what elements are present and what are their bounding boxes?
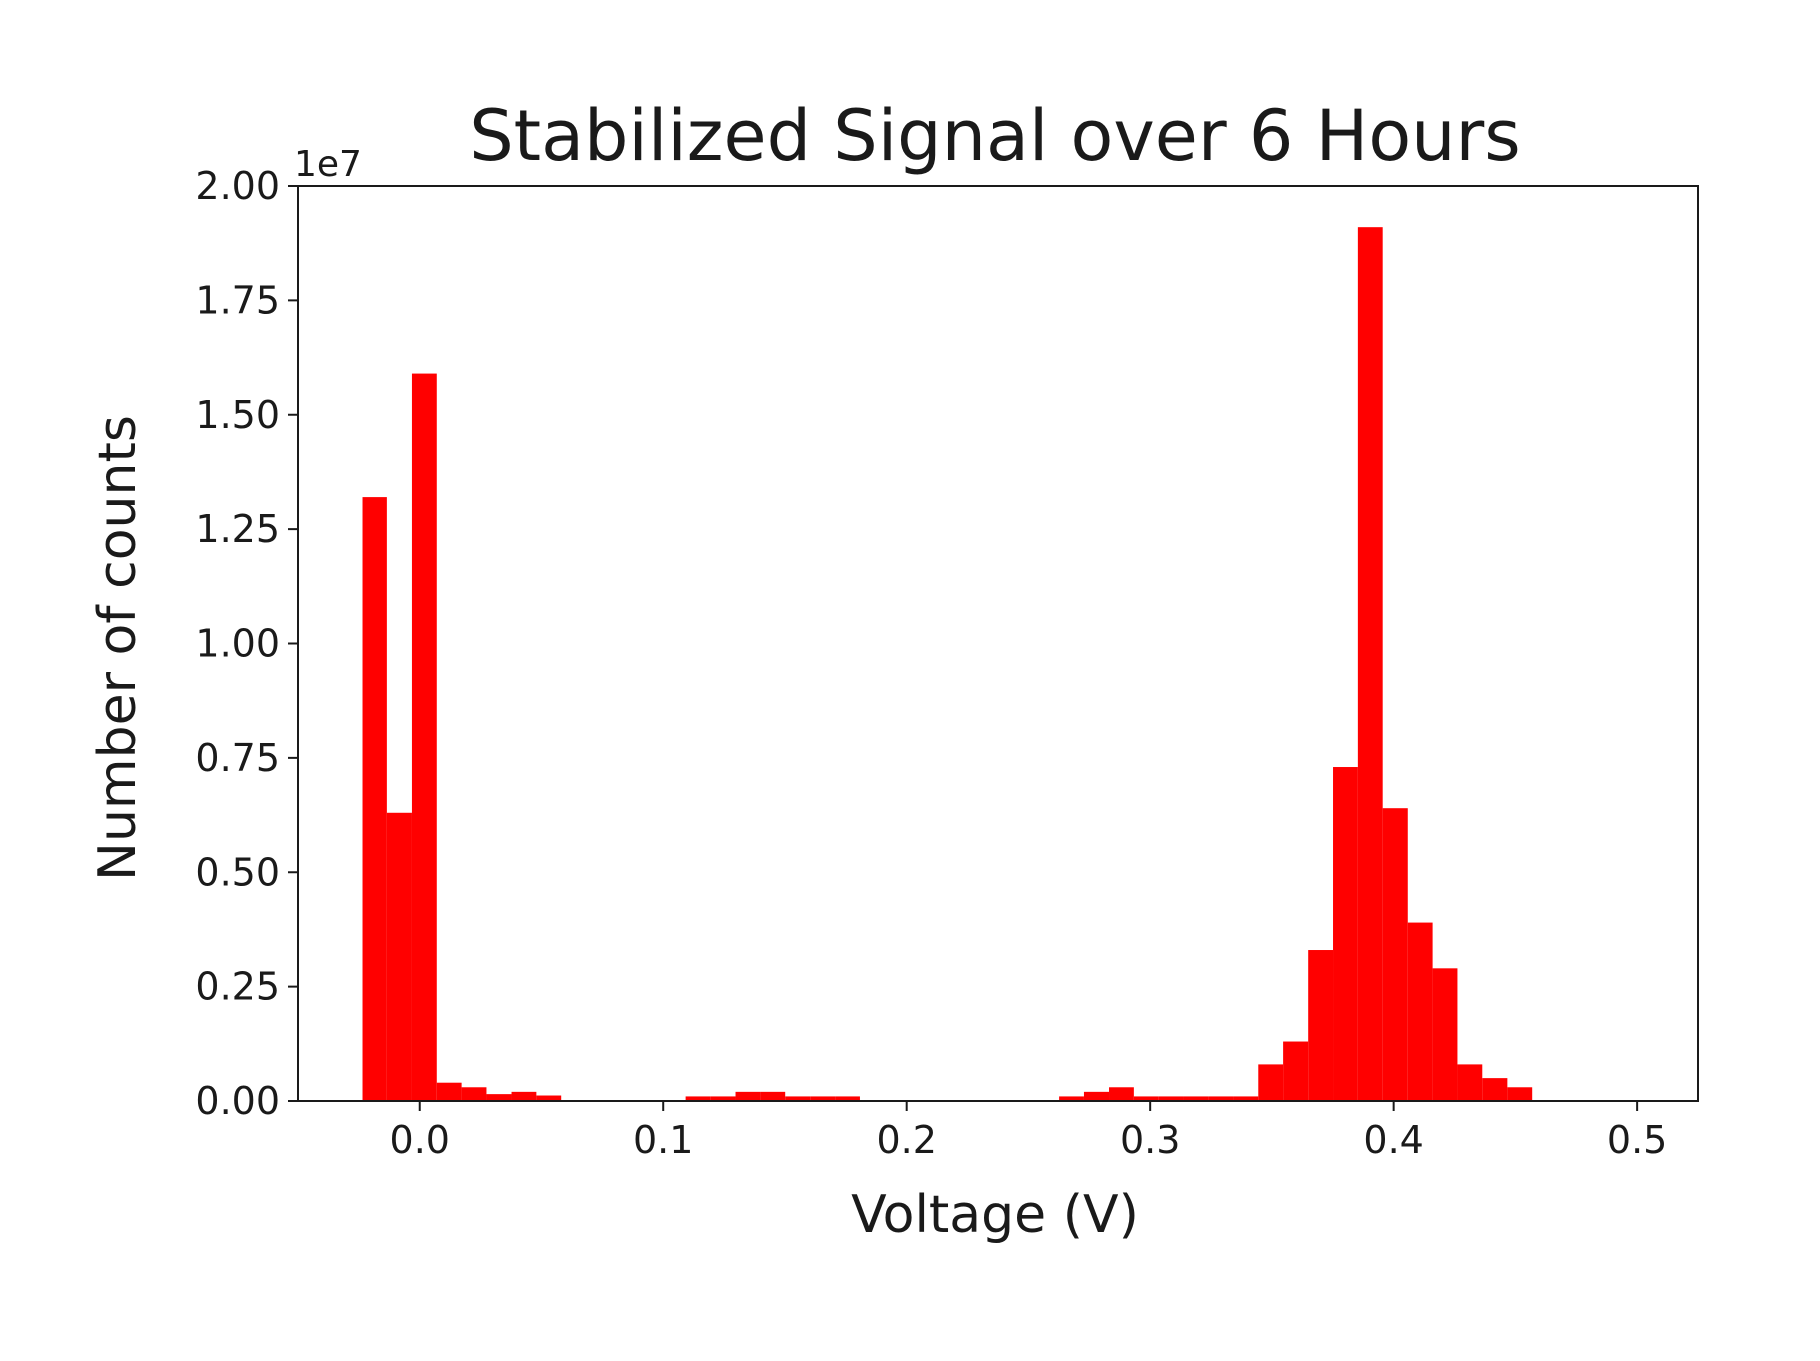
plot-frame xyxy=(297,185,1699,1102)
x-tick-label: 0.5 xyxy=(1607,1118,1667,1162)
histogram-bar xyxy=(835,1096,860,1101)
y-tick-label: 1.50 xyxy=(195,393,280,437)
histogram-bar xyxy=(1382,808,1408,1101)
histogram-bar xyxy=(386,812,412,1101)
histogram-bar xyxy=(785,1096,811,1101)
x-ticks-layer: 0.0 0.1 0.2 0.3 0.4 0.5 xyxy=(390,1101,1667,1162)
y-tick-label: 0.75 xyxy=(195,736,280,780)
histogram-bar xyxy=(1133,1096,1159,1101)
histogram-bar xyxy=(1208,1096,1234,1101)
histogram-bar xyxy=(1158,1096,1184,1101)
histogram-bar xyxy=(1308,950,1334,1101)
histogram-bar xyxy=(536,1095,562,1101)
y-tick-label: 0.00 xyxy=(195,1079,280,1123)
histogram-bar xyxy=(1183,1096,1209,1101)
bars-layer xyxy=(362,227,1533,1102)
y-axis-label: Number of counts xyxy=(88,415,148,881)
x-tick-label: 0.2 xyxy=(876,1118,936,1162)
histogram-bar xyxy=(1283,1041,1309,1101)
histogram-bar xyxy=(411,373,437,1101)
x-tick-label: 0.4 xyxy=(1363,1118,1423,1162)
histogram-bar xyxy=(1258,1064,1284,1101)
histogram-bar xyxy=(362,497,387,1102)
histogram-bar xyxy=(1357,227,1383,1102)
x-tick-label: 0.1 xyxy=(633,1118,693,1162)
y-tick-label: 1.75 xyxy=(195,278,280,322)
y-tick-label: 1.00 xyxy=(195,622,280,666)
histogram-bar xyxy=(1407,922,1433,1101)
histogram-bar xyxy=(1457,1064,1483,1101)
y-tick-label: 0.25 xyxy=(195,965,280,1009)
y-ticks-layer: 0.00 0.25 0.50 0.75 1.00 1.25 1.50 1.75 2.00 xyxy=(195,164,298,1123)
histogram-bar xyxy=(1333,767,1358,1101)
histogram-bar xyxy=(810,1096,836,1101)
histogram-bar xyxy=(1482,1078,1508,1101)
histogram-bar xyxy=(1109,1087,1134,1101)
histogram-bar xyxy=(511,1091,537,1101)
y-tick-label: 1.25 xyxy=(195,507,280,551)
histogram-bar xyxy=(436,1082,462,1101)
histogram-bar xyxy=(685,1096,711,1101)
histogram-bar xyxy=(1083,1091,1110,1101)
y-tick-label: 0.50 xyxy=(195,850,280,894)
histogram-bar xyxy=(760,1091,786,1101)
histogram-bar xyxy=(1432,968,1458,1101)
histogram-bar xyxy=(735,1091,761,1101)
histogram-bar xyxy=(1233,1096,1259,1101)
histogram-bar xyxy=(1059,1096,1084,1101)
chart-title: Stabilized Signal over 6 Hours xyxy=(469,95,1521,177)
histogram-bar xyxy=(486,1094,512,1101)
histogram-bar xyxy=(710,1096,736,1101)
y-axis-offset-label: 1e7 xyxy=(294,144,362,185)
y-tick-label: 2.00 xyxy=(195,164,280,208)
histogram-bar xyxy=(1507,1087,1533,1101)
x-axis-label: Voltage (V) xyxy=(851,1185,1139,1245)
x-tick-label: 0.3 xyxy=(1120,1118,1180,1162)
histogram-bar xyxy=(461,1087,487,1101)
x-tick-label: 0.0 xyxy=(390,1118,450,1162)
